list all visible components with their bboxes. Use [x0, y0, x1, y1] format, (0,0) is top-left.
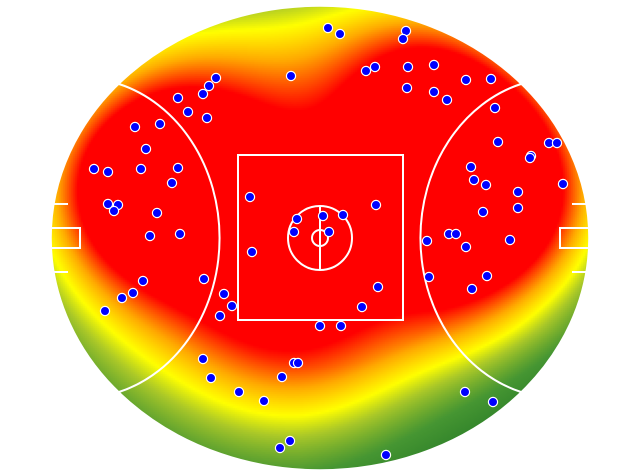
scatter-point — [108, 205, 120, 217]
scatter-point — [480, 179, 492, 191]
scatter-point — [116, 292, 128, 304]
scatter-point — [356, 301, 368, 313]
scatter-point — [226, 300, 238, 312]
scatter-point — [428, 59, 440, 71]
scatter-points — [88, 22, 569, 461]
scatter-point — [102, 166, 114, 178]
scatter-point — [154, 118, 166, 130]
scatter-point — [465, 161, 477, 173]
scatter-point — [421, 235, 433, 247]
scatter-point — [489, 102, 501, 114]
scatter-point — [335, 320, 347, 332]
scatter-point — [485, 73, 497, 85]
scatter-point — [203, 80, 215, 92]
left-fifty-arc — [118, 83, 221, 393]
scatter-point — [360, 65, 372, 77]
scatter-point — [233, 386, 245, 398]
scatter-point — [285, 70, 297, 82]
scatter-point — [317, 210, 329, 222]
scatter-point — [214, 310, 226, 322]
right-fifty-arc — [419, 83, 522, 393]
scatter-point — [487, 396, 499, 408]
scatter-point — [172, 92, 184, 104]
scatter-point — [140, 143, 152, 155]
scatter-point — [102, 198, 114, 210]
scatter-point — [284, 435, 296, 447]
scatter-point — [397, 33, 409, 45]
scatter-point — [337, 209, 349, 221]
scatter-point — [99, 305, 111, 317]
scatter-point — [557, 178, 569, 190]
right-goal-square — [559, 227, 589, 249]
scatter-point — [372, 281, 384, 293]
scatter-point — [182, 106, 194, 118]
scatter-point — [137, 275, 149, 287]
scatter-point — [218, 288, 230, 300]
scatter-point — [292, 357, 304, 369]
scatter-point — [288, 226, 300, 238]
scatter-point — [246, 246, 258, 258]
scatter-point — [459, 386, 471, 398]
scatter-point — [428, 86, 440, 98]
scatter-point — [402, 61, 414, 73]
scatter-point — [370, 199, 382, 211]
scatter-point — [441, 94, 453, 106]
scatter-point — [466, 283, 478, 295]
scatter-point — [144, 230, 156, 242]
scatter-point — [512, 202, 524, 214]
scatter-point — [492, 136, 504, 148]
scatter-point — [314, 320, 326, 332]
scatter-point — [151, 207, 163, 219]
scatter-point — [197, 353, 209, 365]
scatter-point — [276, 371, 288, 383]
scatter-point — [504, 234, 516, 246]
scatter-point — [129, 121, 141, 133]
scatter-point — [450, 228, 462, 240]
scatter-point — [127, 287, 139, 299]
centre-square — [237, 154, 404, 321]
scatter-point — [380, 449, 392, 461]
scatter-point — [322, 22, 334, 34]
scatter-point — [166, 177, 178, 189]
scatter-point — [274, 442, 286, 454]
scatter-point — [172, 162, 184, 174]
scatter-point — [210, 72, 222, 84]
scatter-point — [468, 174, 480, 186]
scatter-point — [512, 186, 524, 198]
scatter-point — [423, 271, 435, 283]
scatter-point — [135, 163, 147, 175]
scatter-point — [323, 226, 335, 238]
scatter-point — [524, 152, 536, 164]
scatter-point — [197, 88, 209, 100]
scatter-point — [334, 28, 346, 40]
scatter-point — [201, 112, 213, 124]
scatter-point — [258, 395, 270, 407]
scatter-point — [551, 137, 563, 149]
scatter-point — [401, 82, 413, 94]
scatter-point — [460, 241, 472, 253]
scatter-point — [88, 163, 100, 175]
scatter-point — [198, 273, 210, 285]
scatter-point — [481, 270, 493, 282]
scatter-point — [291, 213, 303, 225]
scatter-point — [477, 206, 489, 218]
scatter-point — [174, 228, 186, 240]
scatter-point — [244, 191, 256, 203]
scatter-point — [205, 372, 217, 384]
left-goal-square — [51, 227, 81, 249]
scatter-point — [369, 61, 381, 73]
boundary-line — [50, 5, 590, 471]
scatter-point — [460, 74, 472, 86]
